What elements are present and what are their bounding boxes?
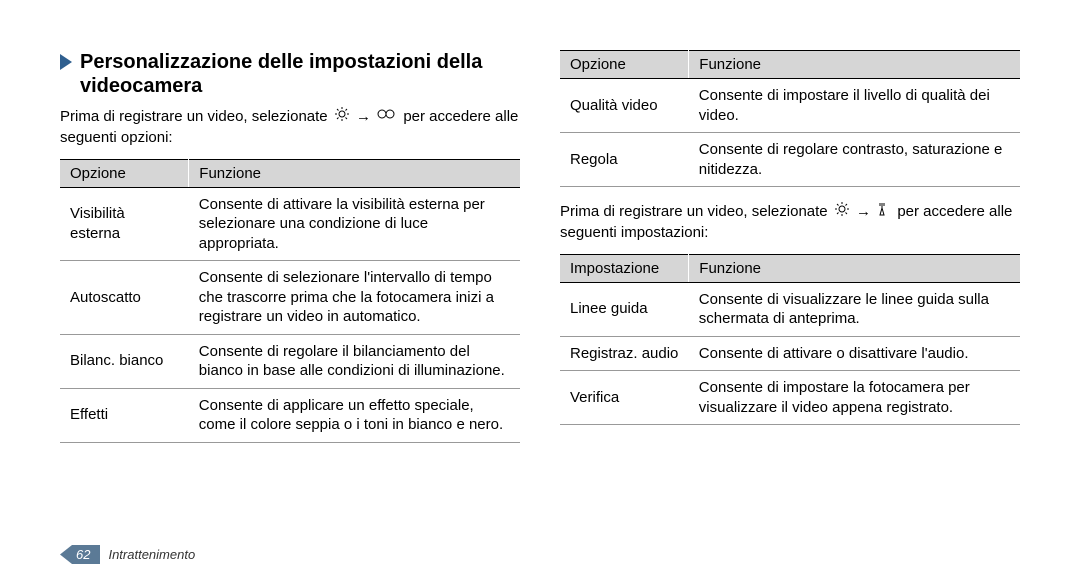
table3-r2-c2: Consente di impostare la fotocamera per … [689, 371, 1020, 425]
camcorder-icon [377, 107, 397, 127]
intro-text-1: Prima di registrare un video, selezionat… [60, 106, 520, 149]
settings-table-3: Impostazione Funzione Linee guida Consen… [560, 254, 1020, 426]
intro1-arrow: → [356, 108, 375, 125]
table2-head-c1: Opzione [560, 51, 689, 79]
intro2-part-a: Prima di registrare un video, selezionat… [560, 203, 832, 220]
table3-r1-c1: Registraz. audio [560, 336, 689, 371]
table-row: Regola Consente di regolare contrasto, s… [560, 133, 1020, 187]
table3-r0-c1: Linee guida [560, 282, 689, 336]
table1-head-c2: Funzione [189, 159, 520, 187]
section-heading: Personalizzazione delle impostazioni del… [80, 50, 520, 98]
table1-r3-c2: Consente di applicare un effetto special… [189, 388, 520, 442]
page-number-badge: 62 [60, 545, 100, 564]
table1-r1-c1: Autoscatto [60, 261, 189, 335]
footer-section-label: Intrattenimento [108, 547, 195, 562]
chevron-icon [60, 54, 74, 70]
table2-r0-c1: Qualità video [560, 79, 689, 133]
table2-r0-c2: Consente di impostare il livello di qual… [689, 79, 1020, 133]
table1-r0-c2: Consente di attivare la visibilità ester… [189, 187, 520, 261]
table-row: Qualità video Consente di impostare il l… [560, 79, 1020, 133]
options-table-2: Opzione Funzione Qualità video Consente … [560, 50, 1020, 187]
options-table-1: Opzione Funzione Visibilità esterna Cons… [60, 159, 520, 443]
table-row: Visibilità esterna Consente di attivare … [60, 187, 520, 261]
table-row: Bilanc. bianco Consente di regolare il b… [60, 334, 520, 388]
table3-r2-c1: Verifica [560, 371, 689, 425]
table1-r2-c1: Bilanc. bianco [60, 334, 189, 388]
table3-head-c1: Impostazione [560, 254, 689, 282]
left-column: Personalizzazione delle impostazioni del… [60, 50, 520, 457]
right-column: Opzione Funzione Qualità video Consente … [560, 50, 1020, 457]
intro1-part-a: Prima di registrare un video, selezionat… [60, 108, 332, 125]
table1-r3-c1: Effetti [60, 388, 189, 442]
wrench-icon [877, 201, 891, 223]
table1-head-c1: Opzione [60, 159, 189, 187]
table1-r0-c1: Visibilità esterna [60, 187, 189, 261]
intro2-arrow: → [856, 203, 875, 220]
gear-icon [334, 106, 350, 128]
table1-r2-c2: Consente di regolare il bilanciamento de… [189, 334, 520, 388]
table2-head-c2: Funzione [689, 51, 1020, 79]
page-footer: 62 Intrattenimento [60, 545, 195, 564]
table3-r0-c2: Consente di visualizzare le linee guida … [689, 282, 1020, 336]
table-row: Verifica Consente di impostare la fotoca… [560, 371, 1020, 425]
table3-head-c2: Funzione [689, 254, 1020, 282]
intro-text-2: Prima di registrare un video, selezionat… [560, 201, 1020, 244]
table3-r1-c2: Consente di attivare o disattivare l'aud… [689, 336, 1020, 371]
gear-icon [834, 201, 850, 223]
table-row: Linee guida Consente di visualizzare le … [560, 282, 1020, 336]
table2-r1-c2: Consente di regolare contrasto, saturazi… [689, 133, 1020, 187]
section-heading-row: Personalizzazione delle impostazioni del… [60, 50, 520, 98]
table-row: Registraz. audio Consente di attivare o … [560, 336, 1020, 371]
table-row: Effetti Consente di applicare un effetto… [60, 388, 520, 442]
table1-r1-c2: Consente di selezionare l'intervallo di … [189, 261, 520, 335]
table2-r1-c1: Regola [560, 133, 689, 187]
table-row: Autoscatto Consente di selezionare l'int… [60, 261, 520, 335]
